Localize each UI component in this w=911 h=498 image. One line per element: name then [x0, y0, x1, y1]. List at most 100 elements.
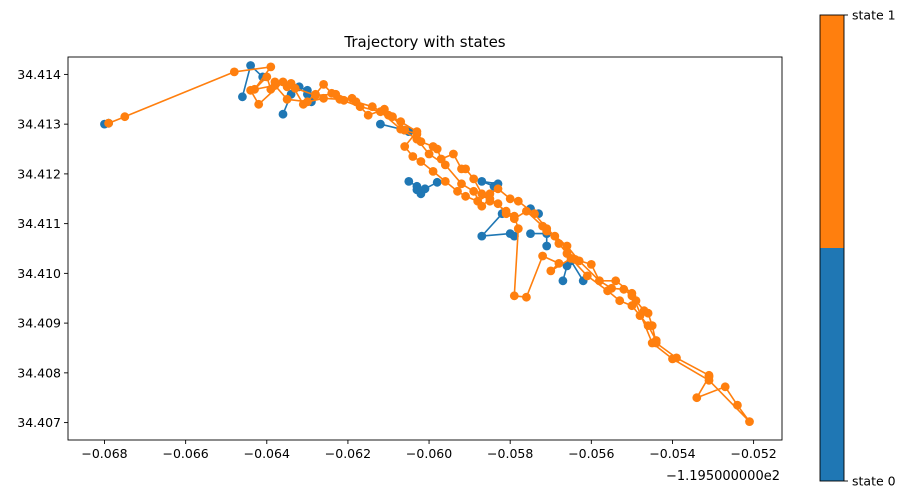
- plot-area: [100, 61, 754, 426]
- state-0-point: [376, 119, 385, 129]
- state-1-point: [513, 224, 523, 234]
- y-tick-label: 34.410: [17, 266, 61, 281]
- y-tick-label: 34.407: [17, 415, 61, 430]
- series-group: [100, 61, 754, 426]
- state-1-point: [440, 177, 450, 186]
- state-1-point: [461, 164, 470, 174]
- state-0-point: [238, 92, 247, 102]
- state-1-point: [586, 260, 596, 269]
- state-1-point: [311, 90, 320, 100]
- x-tick-label: −0.068: [81, 446, 127, 461]
- x-tick-label: −0.058: [487, 446, 533, 461]
- state-1-point: [513, 196, 523, 206]
- state-1-point: [424, 149, 434, 159]
- y-tick-label: 34.413: [17, 117, 61, 132]
- state-1-point: [651, 336, 661, 345]
- state-0-point: [477, 177, 487, 186]
- state-0-point: [278, 109, 288, 119]
- state-1-point: [408, 152, 418, 161]
- state-1-point: [120, 112, 130, 122]
- state-0-point: [420, 184, 430, 194]
- state-1-point: [509, 291, 519, 301]
- colorbar: state 0 state 1: [819, 8, 896, 489]
- state-1-point: [229, 67, 239, 77]
- state-1-point: [246, 85, 256, 95]
- y-tick-label: 34.408: [17, 365, 61, 380]
- state-1-point: [704, 375, 714, 385]
- state-1-point: [615, 296, 625, 306]
- state-1-point: [522, 206, 531, 216]
- state-1-point: [522, 292, 531, 302]
- state-1-point: [396, 117, 406, 127]
- state-1-point: [619, 284, 629, 294]
- state-1-point: [692, 393, 702, 403]
- state-1-point: [603, 286, 612, 296]
- x-tick-label: −0.054: [649, 446, 695, 461]
- x-tick-label: −0.056: [568, 446, 614, 461]
- state-1-point: [432, 144, 442, 154]
- state-1-point: [266, 62, 276, 72]
- state-1-point: [416, 157, 426, 166]
- state-0-point: [404, 177, 414, 186]
- state-1-point: [363, 110, 373, 120]
- state-1-point: [574, 256, 584, 266]
- state-1-point: [400, 142, 410, 151]
- colorbar-state-1-band: [820, 15, 844, 248]
- colorbar-frame: [819, 14, 845, 482]
- state-1-point: [530, 209, 539, 219]
- state-1-point: [453, 186, 462, 196]
- y-tick-label: 34.414: [17, 67, 61, 82]
- state-0-point: [509, 231, 519, 241]
- state-0-point: [432, 177, 442, 187]
- state-1-point: [745, 417, 754, 426]
- state-1-point: [566, 254, 576, 263]
- state-1-point: [550, 231, 560, 241]
- state-1-point: [104, 118, 113, 128]
- y-tick-label: 34.411: [17, 216, 61, 231]
- state-1-point: [262, 72, 272, 82]
- state-1-point: [635, 311, 645, 320]
- state-0-point: [477, 231, 487, 241]
- state-1-point: [355, 102, 365, 112]
- x-tick-label: −0.052: [730, 446, 776, 461]
- y-tick-label: 34.409: [17, 316, 61, 331]
- state-0-point: [526, 229, 535, 239]
- y-tick-label: 34.412: [17, 166, 61, 181]
- state-1-point: [367, 102, 377, 112]
- x-tick-label: −0.066: [163, 446, 209, 461]
- state-1-point: [611, 276, 621, 286]
- state-1-point: [303, 97, 312, 107]
- colorbar-label-state-1: state 1: [852, 8, 896, 23]
- state-1-point: [319, 80, 328, 89]
- state-1-point: [582, 271, 592, 281]
- state-1-point: [457, 179, 466, 189]
- axes-frame: [67, 56, 783, 441]
- state-1-point: [562, 241, 572, 251]
- state-0-point: [246, 61, 256, 70]
- state-0-point: [542, 241, 552, 251]
- state-1-point: [668, 354, 677, 364]
- state-1-point: [412, 127, 422, 136]
- state-1-point: [643, 308, 653, 318]
- state-1-point: [335, 94, 345, 104]
- state-1-point: [477, 189, 487, 199]
- state-1-point: [733, 400, 742, 410]
- state-1-point: [319, 93, 328, 103]
- colorbar-state-0-band: [820, 248, 844, 481]
- state-1-point: [493, 199, 503, 209]
- state-1-point: [282, 94, 292, 104]
- state-0-point: [412, 185, 422, 195]
- state-1-point: [627, 301, 637, 311]
- state-1-point: [428, 167, 438, 176]
- state-1-point: [627, 288, 637, 298]
- state-1-point: [595, 276, 604, 286]
- state-1-point: [493, 184, 503, 194]
- colorbar-label-state-0: state 0: [852, 474, 896, 489]
- state-1-point: [412, 134, 422, 144]
- state-1-point: [270, 81, 280, 90]
- x-tick-label: −0.060: [406, 446, 452, 461]
- state-1-point: [469, 186, 479, 196]
- state-1-point: [554, 239, 564, 248]
- state-1-point: [396, 124, 406, 134]
